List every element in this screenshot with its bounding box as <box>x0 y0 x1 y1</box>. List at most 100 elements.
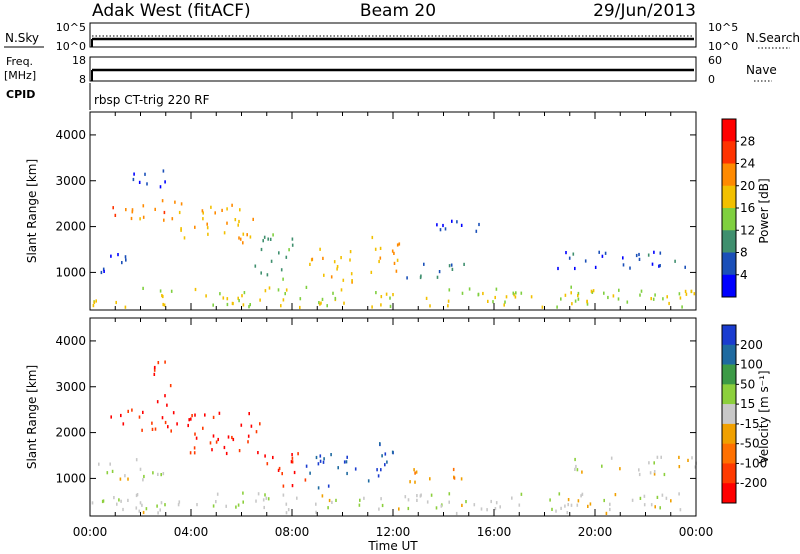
power-echo-cell <box>212 303 214 307</box>
power-echo-cell <box>447 299 450 303</box>
power-colorbar-segment <box>722 119 736 142</box>
power-echo-cell <box>180 202 183 206</box>
power-echo-cell <box>350 272 353 276</box>
power-echo-cell <box>270 259 273 263</box>
vel-echo-cell <box>118 498 120 502</box>
vel-echo-cell <box>638 472 641 477</box>
power-echo-cell <box>170 289 173 293</box>
vel-echo-cell <box>656 455 659 459</box>
power-echo-cell <box>117 253 119 257</box>
vel-echo-cell <box>138 509 141 513</box>
freq-frame <box>89 56 697 82</box>
freq-unit-label: [MHz] <box>4 69 36 82</box>
power-colorbar-tick-label: 24 <box>740 157 755 171</box>
power-echo-cell <box>241 294 243 298</box>
power-echo-cell <box>349 258 351 262</box>
power-echo-cell <box>515 291 517 295</box>
time-tick-label: 20:00 <box>578 525 613 539</box>
power-echo-cell <box>398 242 401 246</box>
nsky-label: N.Sky <box>5 31 39 45</box>
vel-echo-cell <box>601 464 603 468</box>
power-echo-cell <box>319 247 321 251</box>
vel-echo-cell <box>378 507 380 511</box>
vel-colorbar-segment <box>722 443 736 464</box>
vel-echo-cell <box>225 451 228 456</box>
power-echo-cell <box>495 287 498 291</box>
vel-echo-cell <box>665 496 668 500</box>
power-echo-cell <box>221 208 223 212</box>
vel-echo-cell <box>430 493 433 497</box>
vel-echo-cell <box>638 468 640 472</box>
power-echo-cell <box>92 304 95 308</box>
power-echo-cell <box>564 293 567 297</box>
power-echo-cell <box>131 208 134 212</box>
power-y-tick-label: 2000 <box>55 220 86 234</box>
power-echo-cell <box>393 261 396 265</box>
power-colorbar: 4 8 12 16 20 24 28 <box>721 118 755 298</box>
vel-echo-cell <box>331 500 333 504</box>
vel-colorbar-tick-label: -200 <box>740 476 767 490</box>
vel-echo-cell <box>139 467 142 471</box>
power-echo-cell <box>322 256 324 260</box>
vel-echo-cell <box>162 472 165 476</box>
time-axis-labels: 00:00 04:00 08:00 12:00 16:00 20:00 00:00 <box>73 525 714 539</box>
power-echo-cell <box>223 231 226 235</box>
vel-echo-cell <box>232 437 235 442</box>
power-echo-cell <box>380 303 382 307</box>
power-echo-cell <box>565 251 567 255</box>
power-echo-cell <box>202 211 204 215</box>
power-echo-cell <box>299 297 302 301</box>
vel-echo-cell <box>142 478 144 482</box>
vel-echo-cell <box>678 492 680 496</box>
vel-echo-cell <box>414 480 416 484</box>
power-echo-cell <box>159 289 162 293</box>
power-echo-cell <box>226 297 229 301</box>
vel-echo-cell <box>151 421 153 425</box>
power-echo-cell <box>371 305 373 309</box>
vel-echo-cell <box>391 450 394 454</box>
vel-echo-cell <box>282 484 285 488</box>
vel-echo-cell <box>609 507 611 512</box>
power-echo-cell <box>115 300 117 305</box>
vel-echo-cell <box>380 497 382 501</box>
power-echo-cell <box>463 262 465 266</box>
power-echo-cell <box>164 180 166 184</box>
nsky-strip: N.Sky 10^5 10^0 10^5 10^0 N.Search <box>4 21 800 53</box>
vel-echo-cell <box>194 413 196 417</box>
vel-echo-cell <box>346 471 348 476</box>
vel-echo-cell <box>259 422 261 426</box>
vel-echo-cell <box>266 462 269 466</box>
power-echo-cell <box>102 267 105 271</box>
vel-echo-cell <box>426 500 429 504</box>
power-echo-cell <box>492 300 494 304</box>
power-echo-cell <box>647 253 650 257</box>
vel-echo-cell <box>643 503 646 507</box>
vel-echo-cell <box>448 500 450 504</box>
vel-echo-cell <box>164 420 167 425</box>
vel-echo-cell <box>247 434 250 438</box>
power-echo-cell <box>239 237 242 241</box>
vel-echo-cell <box>264 454 266 458</box>
vel-echo-cell <box>560 506 562 510</box>
power-echo-cell <box>323 273 325 277</box>
power-echo-cell <box>163 210 166 215</box>
vel-echo-cell <box>119 477 122 481</box>
power-echo-cell <box>371 235 374 240</box>
vel-colorbar-segment <box>722 483 736 504</box>
power-colorbar-segment <box>722 185 736 209</box>
vel-echo-cell <box>650 503 653 507</box>
vel-echo-cell <box>653 461 655 465</box>
vel-echo-cell <box>322 460 325 464</box>
vel-echo-cell <box>581 470 583 474</box>
power-echo-cell <box>318 301 320 305</box>
power-echo-cell <box>311 257 314 261</box>
vel-echo-cell <box>663 472 666 477</box>
power-echo-cell <box>103 269 105 273</box>
vel-echo-cell <box>678 455 680 459</box>
vel-echo-cell <box>215 500 217 504</box>
vel-echo-cell <box>377 474 380 478</box>
power-echo-cell <box>425 296 428 300</box>
vel-echo-cell <box>564 504 566 508</box>
power-echo-cell <box>162 169 165 173</box>
vel-echo-cell <box>215 440 218 444</box>
